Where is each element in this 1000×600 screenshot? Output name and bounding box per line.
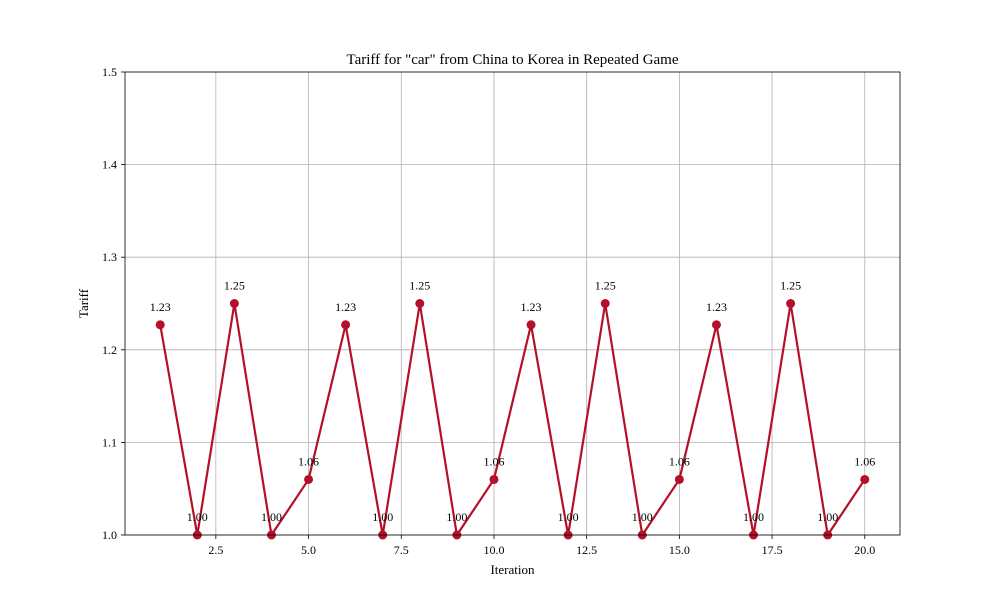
data-label: 1.06 xyxy=(483,454,504,468)
data-label: 1.00 xyxy=(558,510,579,524)
data-point xyxy=(229,299,239,308)
data-label: 1.00 xyxy=(632,510,653,524)
y-tick-label: 1.1 xyxy=(102,435,117,449)
data-point xyxy=(674,474,684,484)
y-tick-label: 1.3 xyxy=(102,250,117,264)
grid-lines xyxy=(125,71,900,536)
x-tick-label: 15.0 xyxy=(669,543,690,557)
series-line xyxy=(159,303,866,538)
data-point xyxy=(526,320,536,330)
y-tick-label: 1.0 xyxy=(102,528,117,542)
x-tick-label: 10.0 xyxy=(483,543,504,557)
data-point xyxy=(489,474,499,484)
data-label: 1.23 xyxy=(335,300,356,314)
x-tick-label: 5.0 xyxy=(301,543,316,557)
data-point xyxy=(711,320,721,330)
data-label: 1.00 xyxy=(446,510,467,524)
data-label: 1.00 xyxy=(817,510,838,524)
data-label: 1.06 xyxy=(669,454,690,468)
x-tick-label: 7.5 xyxy=(394,543,409,557)
data-label: 1.25 xyxy=(224,279,245,293)
data-label: 1.23 xyxy=(521,300,542,314)
data-label: 1.00 xyxy=(261,510,282,524)
y-axis-label: Tariff xyxy=(76,288,91,318)
data-point xyxy=(860,474,870,484)
y-tick-label: 1.2 xyxy=(102,343,117,357)
chart-title: Tariff for "car" from China to Korea in … xyxy=(346,52,678,68)
data-label: 1.25 xyxy=(409,279,430,293)
data-label: 1.23 xyxy=(706,300,727,314)
x-axis-ticks: 2.5 5.0 7.5 10.0 12.5 15.0 17.5 20.0 xyxy=(208,535,875,557)
data-point xyxy=(600,299,610,308)
data-label: 1.06 xyxy=(854,454,875,468)
data-label: 1.00 xyxy=(187,510,208,524)
data-label: 1.25 xyxy=(780,279,801,293)
x-tick-label: 17.5 xyxy=(762,543,783,557)
y-tick-label: 1.5 xyxy=(102,65,117,79)
data-labels: 1.23 1.00 1.25 1.00 1.06 1.23 1.00 1.25 1.00 1.06… xyxy=(150,279,876,525)
data-point xyxy=(341,320,351,330)
axes-frame xyxy=(124,71,901,536)
data-point xyxy=(786,299,796,308)
x-tick-label: 20.0 xyxy=(854,543,875,557)
data-label: 1.23 xyxy=(150,300,171,314)
data-label: 1.00 xyxy=(743,510,764,524)
series-group xyxy=(155,299,870,540)
y-axis-ticks: 1.0 1.1 1.2 1.3 1.4 1.5 xyxy=(102,65,125,542)
data-point xyxy=(415,299,425,308)
data-point xyxy=(155,320,165,330)
y-tick-label: 1.4 xyxy=(102,158,117,172)
data-point xyxy=(304,474,314,484)
data-label: 1.06 xyxy=(298,454,319,468)
x-axis-label: Iteration xyxy=(490,562,535,577)
data-label: 1.25 xyxy=(595,279,616,293)
x-tick-label: 12.5 xyxy=(576,543,597,557)
data-label: 1.00 xyxy=(372,510,393,524)
x-tick-label: 2.5 xyxy=(208,543,223,557)
